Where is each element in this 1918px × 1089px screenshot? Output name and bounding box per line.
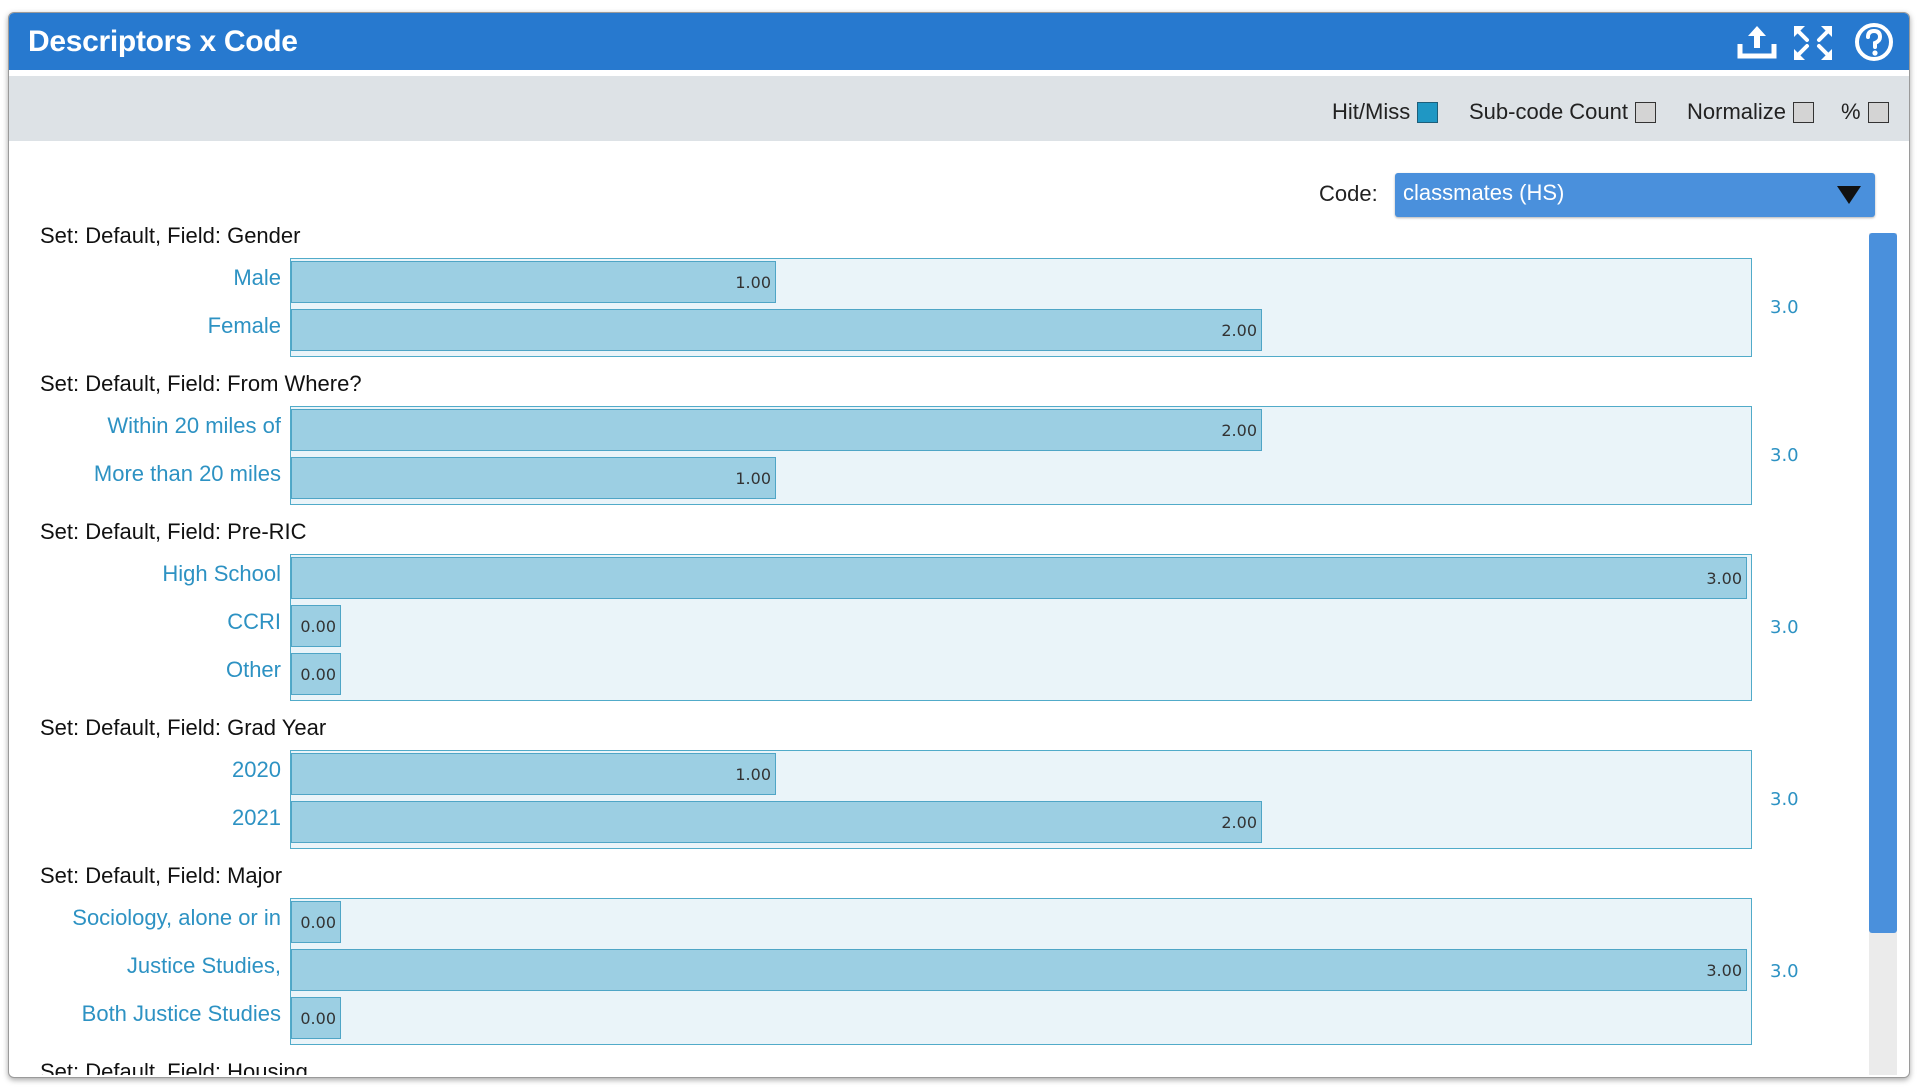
code-selector-row: Code: classmates (HS) [9,163,1909,217]
descriptor-label: Both Justice Studies [81,1001,281,1026]
help-icon[interactable] [1852,22,1896,62]
descriptor-label: Justice Studies, [126,953,281,978]
fullscreen-icon[interactable] [1791,22,1835,62]
descriptor-label: Other [225,657,281,682]
normalize-toggle[interactable]: Normalize [1687,99,1815,124]
percent-toggle[interactable]: % [1841,99,1889,124]
bar[interactable]: 2.00 [291,801,1262,843]
bar[interactable]: 0.00 [291,653,341,695]
descriptor-label: Within 20 miles of [107,413,281,438]
descriptor-label: More than 20 miles [93,461,281,486]
descriptor-label: CCRI [227,609,281,634]
normalize-label: Normalize [1687,99,1787,124]
hit-miss-label: Hit/Miss [1332,99,1411,124]
code-dropdown[interactable]: classmates (HS) [1395,173,1875,217]
bar[interactable]: 3.00 [291,949,1747,991]
bar[interactable]: 1.00 [291,457,776,499]
bar[interactable]: 3.00 [291,557,1747,599]
sub-code-count-checkbox[interactable] [1635,101,1656,123]
sub-code-count-label: Sub-code Count [1469,99,1628,124]
title-bar: Descriptors x Code [9,13,1909,70]
bar[interactable]: 0.00 [291,605,341,647]
group-header: Set: Default, Field: Gender [40,223,301,248]
bar[interactable]: 0.00 [291,997,341,1039]
bar-value: 2.00 [1221,813,1257,832]
bar-value: 3.00 [1706,569,1742,588]
hit-miss-checkbox[interactable] [1417,101,1439,123]
bar-value: 1.00 [735,469,771,488]
hit-miss-toggle[interactable]: Hit/Miss [1332,99,1439,124]
window-title: Descriptors x Code [28,25,298,58]
group-total: 3.0 [1770,616,1799,638]
group-total: 3.0 [1770,444,1799,466]
group-header: Set: Default, Field: Grad Year [40,715,327,740]
group-header: Set: Default, Field: Pre-RIC [40,519,307,544]
bar-value: 2.00 [1221,321,1257,340]
bar-value: 1.00 [735,273,771,292]
scrollbar-thumb[interactable] [1869,233,1897,933]
bar-value: 0.00 [300,617,336,636]
bar-value: 0.00 [300,1009,336,1028]
descriptor-label: 2021 [232,805,281,830]
group-total: 3.0 [1770,296,1799,318]
dropdown-arrow-icon [1837,186,1861,204]
group-total: 3.0 [1770,788,1799,810]
descriptor-chart: Set: Default, Field: Gender Male 1.00 Femal… [9,13,1859,1075]
normalize-checkbox[interactable] [1793,101,1815,123]
group-total: 3.0 [1770,960,1799,982]
group-header: Set: Default, Field: Major [40,863,283,888]
bar[interactable]: 2.00 [291,309,1262,351]
bar-value: 0.00 [300,665,336,684]
percent-checkbox[interactable] [1867,101,1889,123]
bar-value: 3.00 [1706,961,1742,980]
options-toolbar: Hit/Miss Sub-code Count Normalize % [9,76,1909,141]
bar[interactable]: 1.00 [291,753,776,795]
group-header: Set: Default, Field: Housing [40,1059,308,1075]
descriptor-label: 2020 [232,757,281,782]
bar[interactable]: 2.00 [291,409,1262,451]
bar[interactable]: 0.00 [291,901,341,943]
sub-code-count-toggle[interactable]: Sub-code Count [1469,99,1656,124]
bar[interactable]: 1.00 [291,261,776,303]
descriptors-x-code-window: Descriptors x Code [8,12,1910,1078]
descriptor-label: Male [233,265,281,290]
descriptor-label: Female [207,313,281,338]
export-icon[interactable] [1735,22,1779,62]
bar-value: 2.00 [1221,421,1257,440]
descriptor-label: Sociology, alone or in [72,905,281,930]
descriptor-label: High School [162,561,281,586]
group-header: Set: Default, Field: From Where? [40,371,362,396]
code-dropdown-value: classmates (HS) [1403,180,1565,205]
bar-value: 1.00 [735,765,771,784]
bar-value: 0.00 [300,913,336,932]
percent-label: % [1841,99,1861,124]
code-label: Code: [1319,181,1378,206]
